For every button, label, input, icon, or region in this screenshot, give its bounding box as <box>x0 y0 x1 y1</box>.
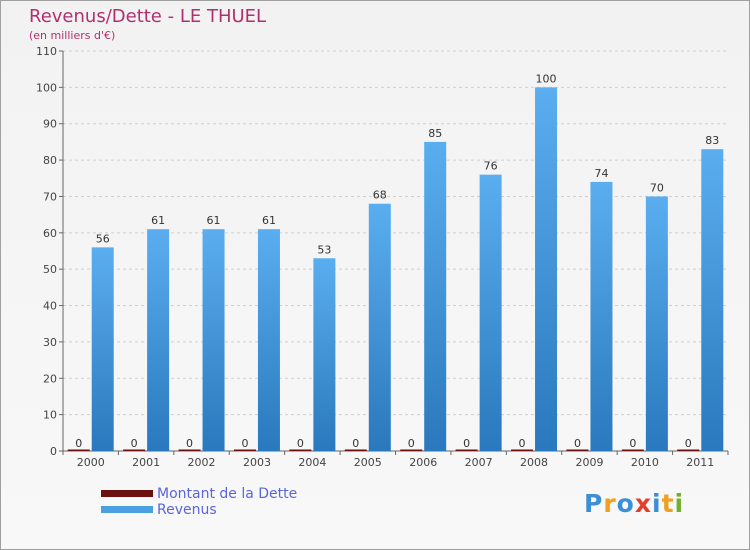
bar-dette <box>178 449 201 451</box>
x-tick-label: 2004 <box>298 456 326 469</box>
data-label-dette: 0 <box>574 437 581 450</box>
bar-dette <box>344 449 367 451</box>
bar-revenus <box>91 247 114 451</box>
bar-dette <box>67 449 90 451</box>
data-label-revenus: 68 <box>373 189 387 202</box>
bar-revenus <box>147 229 170 451</box>
bar-dette <box>400 449 423 451</box>
x-tick-label: 2005 <box>354 456 382 469</box>
chart-subtitle: (en milliers d'€) <box>29 29 116 42</box>
bar-dette <box>621 449 644 451</box>
y-tick-label: 70 <box>43 190 57 203</box>
data-label-dette: 0 <box>131 437 138 450</box>
y-tick-label: 50 <box>43 263 57 276</box>
bar-dette <box>455 449 478 451</box>
bar-dette <box>289 449 312 451</box>
data-label-dette: 0 <box>519 437 526 450</box>
x-tick-label: 2008 <box>520 456 548 469</box>
data-label-dette: 0 <box>463 437 470 450</box>
y-tick-label: 60 <box>43 227 57 240</box>
bar-dette <box>233 449 256 451</box>
data-label-dette: 0 <box>352 437 359 450</box>
bar-dette <box>123 449 146 451</box>
y-tick-label: 110 <box>36 45 57 58</box>
y-tick-label: 30 <box>43 336 57 349</box>
logo-letter: o <box>616 489 635 518</box>
y-tick-label: 0 <box>50 445 57 458</box>
x-tick-label: 2010 <box>631 456 659 469</box>
legend-swatch-dette <box>101 490 153 497</box>
x-tick-label: 2001 <box>132 456 160 469</box>
bar-revenus <box>701 149 724 451</box>
y-tick-label: 80 <box>43 154 57 167</box>
bar-dette <box>566 449 589 451</box>
x-tick-label: 2009 <box>575 456 603 469</box>
x-tick-label: 2006 <box>409 456 437 469</box>
bar-revenus <box>202 229 225 451</box>
chart-title: Revenus/Dette - LE THUEL <box>29 6 267 27</box>
bar-revenus <box>479 174 502 452</box>
data-label-revenus: 61 <box>262 214 276 227</box>
bar-revenus <box>535 87 558 451</box>
x-tick-label: 2007 <box>465 456 493 469</box>
data-label-revenus: 61 <box>151 214 165 227</box>
data-label-dette: 0 <box>241 437 248 450</box>
x-tick-label: 2002 <box>188 456 216 469</box>
data-label-dette: 0 <box>186 437 193 450</box>
y-tick-label: 90 <box>43 118 57 131</box>
y-tick-label: 20 <box>43 372 57 385</box>
y-tick-label: 40 <box>43 300 57 313</box>
data-label-revenus: 56 <box>96 232 110 245</box>
data-label-dette: 0 <box>408 437 415 450</box>
axes <box>59 50 729 455</box>
data-label-revenus: 74 <box>594 167 608 180</box>
x-tick-label: 2003 <box>243 456 271 469</box>
logo-letter: i <box>674 489 685 518</box>
legend-swatch-revenus <box>101 506 153 513</box>
bar-dette <box>511 449 534 451</box>
data-label-dette: 0 <box>629 437 636 450</box>
bar-revenus <box>590 181 613 451</box>
data-label-revenus: 85 <box>428 127 442 140</box>
data-label-dette: 0 <box>75 437 82 450</box>
bar-revenus <box>368 203 391 451</box>
y-tick-label: 100 <box>36 81 57 94</box>
data-label-dette: 0 <box>297 437 304 450</box>
logo-letter: t <box>661 489 675 518</box>
logo-letter: i <box>652 489 662 518</box>
data-label-revenus: 76 <box>484 160 498 173</box>
bar-revenus <box>257 229 280 451</box>
bar-revenus <box>313 258 336 451</box>
data-label-revenus: 83 <box>705 134 719 147</box>
logo-letter: P <box>584 489 604 518</box>
data-label-revenus: 100 <box>536 72 557 85</box>
x-tick-label: 2011 <box>686 456 714 469</box>
bar-dette <box>677 449 700 451</box>
legend-label-revenus: Revenus <box>157 502 217 518</box>
proxiti-logo: Proxiti <box>584 489 684 518</box>
bars <box>67 87 724 452</box>
bar-revenus <box>424 141 447 451</box>
data-label-revenus: 53 <box>317 243 331 256</box>
data-label-dette: 0 <box>685 437 692 450</box>
logo-letter: x <box>634 489 652 518</box>
labels: 0 10 20 30 40 50 60 70 80 90 100 110 2000 0 56 2001 0 61 2… <box>36 45 719 469</box>
logo-letter: r <box>603 489 617 518</box>
bar-revenus <box>645 196 668 451</box>
data-label-revenus: 70 <box>650 181 664 194</box>
grid-lines <box>63 50 728 416</box>
y-tick-label: 10 <box>43 409 57 422</box>
legend-label-dette: Montant de la Dette <box>157 486 298 502</box>
x-tick-label: 2000 <box>77 456 105 469</box>
data-label-revenus: 61 <box>207 214 221 227</box>
